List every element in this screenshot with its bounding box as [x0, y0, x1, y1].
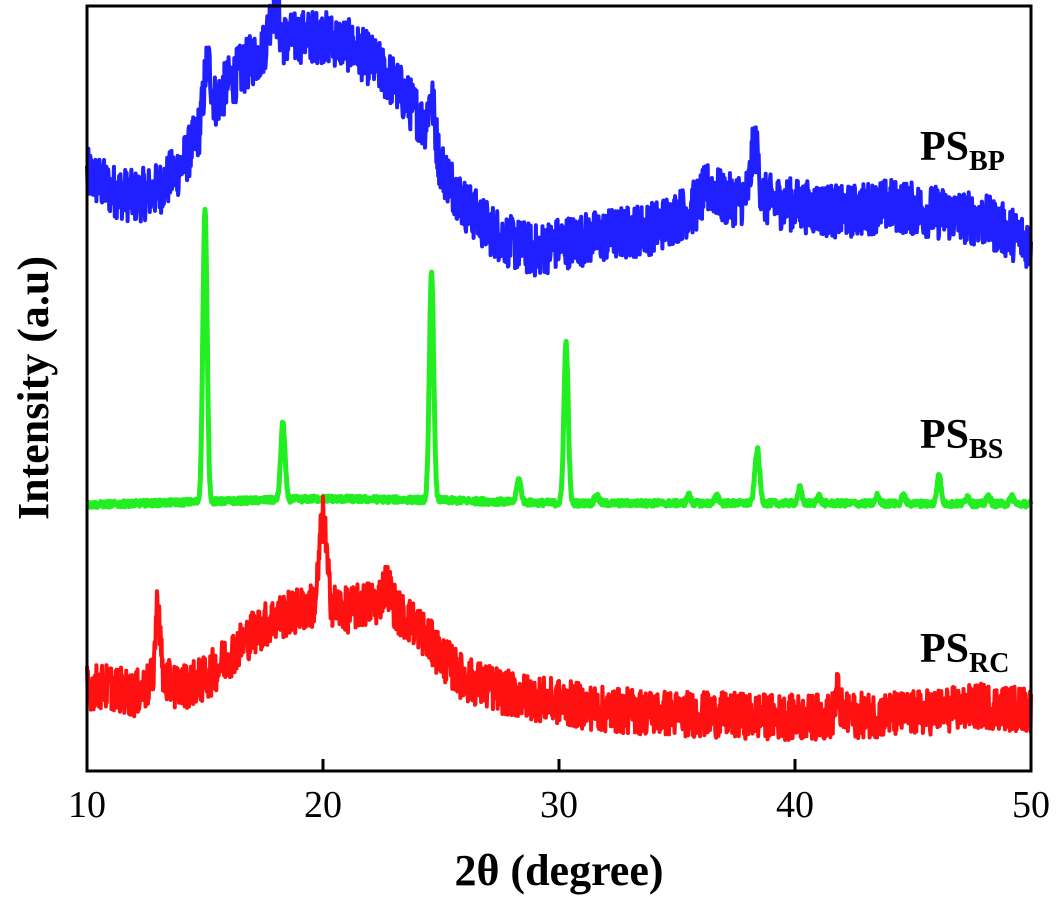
series-line-ps-bp — [85, 0, 1033, 278]
y-axis-title: Intensity (a.u) — [9, 256, 58, 520]
x-ticks: 10 20 30 40 50 — [68, 759, 1050, 826]
x-tick-label-40: 40 — [776, 784, 814, 826]
x-tick-label-20: 20 — [304, 784, 342, 826]
series-label-ps-bp: PSBP — [920, 124, 1005, 177]
series-label-ps-rc: PSRC — [920, 626, 1009, 679]
x-tick-label-50: 50 — [1012, 784, 1050, 826]
series-layer — [85, 0, 1034, 742]
x-tick-label-30: 30 — [540, 784, 578, 826]
series-line-ps-rc — [85, 494, 1033, 742]
series-line-ps-bs — [85, 206, 1034, 510]
series-label-ps-bs: PSBS — [920, 412, 1003, 465]
x-tick-label-10: 10 — [68, 784, 106, 826]
x-axis-title: 2θ (degree) — [454, 846, 663, 895]
series-labels: PSBP PSBS PSRC — [920, 124, 1009, 679]
